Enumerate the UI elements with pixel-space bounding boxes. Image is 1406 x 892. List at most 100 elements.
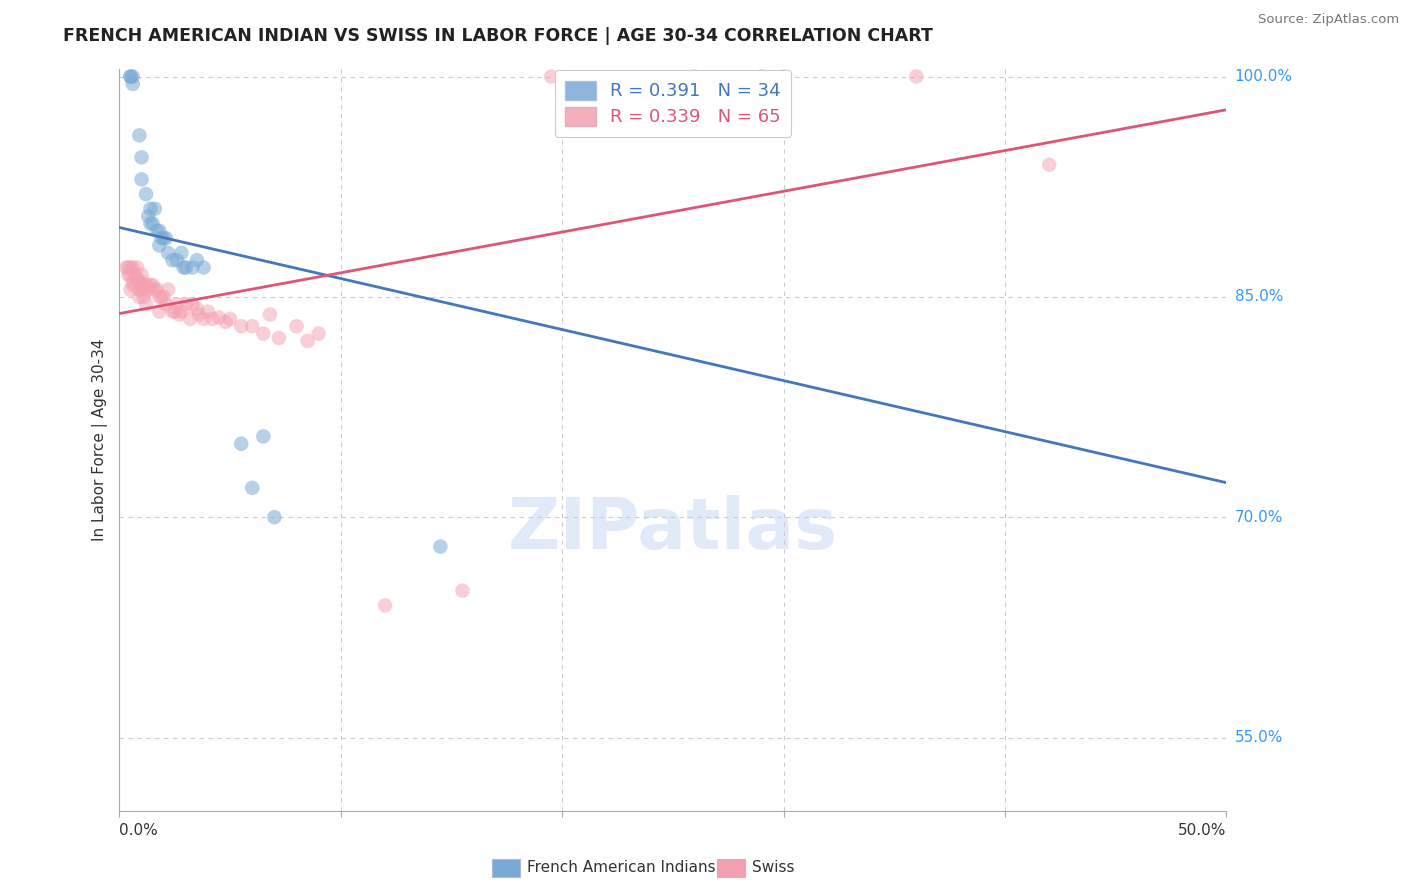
Point bbox=[131, 278, 153, 293]
Point bbox=[751, 70, 773, 84]
Point bbox=[132, 275, 155, 289]
Point bbox=[267, 331, 290, 345]
Point bbox=[139, 278, 162, 293]
Point bbox=[259, 308, 281, 322]
Point bbox=[374, 599, 396, 613]
Point bbox=[186, 253, 208, 268]
Point bbox=[157, 245, 180, 260]
Point bbox=[115, 260, 138, 275]
Point bbox=[120, 70, 142, 84]
Point bbox=[155, 231, 177, 245]
Point bbox=[128, 128, 150, 143]
Point bbox=[131, 268, 153, 282]
Legend: R = 0.391   N = 34, R = 0.339   N = 65: R = 0.391 N = 34, R = 0.339 N = 65 bbox=[554, 70, 792, 136]
Point bbox=[148, 238, 170, 252]
Point bbox=[193, 260, 215, 275]
Point bbox=[150, 231, 173, 245]
Point bbox=[167, 308, 190, 322]
Point bbox=[135, 297, 157, 311]
Point bbox=[148, 224, 170, 238]
Point bbox=[121, 70, 143, 84]
Point bbox=[208, 310, 231, 325]
Point bbox=[117, 268, 139, 282]
Text: FRENCH AMERICAN INDIAN VS SWISS IN LABOR FORCE | AGE 30-34 CORRELATION CHART: FRENCH AMERICAN INDIAN VS SWISS IN LABOR… bbox=[63, 27, 934, 45]
Point bbox=[131, 172, 153, 186]
Point bbox=[252, 429, 274, 443]
Point bbox=[170, 304, 193, 318]
Point bbox=[146, 224, 169, 238]
Point bbox=[128, 275, 150, 289]
Point bbox=[155, 297, 177, 311]
Point bbox=[127, 260, 149, 275]
Point bbox=[152, 231, 174, 245]
Point bbox=[120, 260, 142, 275]
Text: French American Indians: French American Indians bbox=[527, 861, 716, 875]
Point bbox=[240, 481, 263, 495]
Point bbox=[124, 268, 146, 282]
Point bbox=[231, 319, 253, 334]
Point bbox=[263, 510, 285, 524]
Point bbox=[540, 70, 562, 84]
Point bbox=[148, 290, 170, 304]
Point bbox=[193, 312, 215, 326]
Point bbox=[120, 268, 142, 282]
Point bbox=[683, 70, 706, 84]
Point bbox=[201, 312, 224, 326]
Point bbox=[142, 278, 165, 293]
Point bbox=[120, 283, 142, 297]
Point bbox=[148, 304, 170, 318]
Point bbox=[297, 334, 319, 348]
Point bbox=[174, 260, 197, 275]
Point bbox=[163, 304, 186, 318]
Point bbox=[188, 308, 211, 322]
Point bbox=[166, 297, 188, 311]
Text: Source: ZipAtlas.com: Source: ZipAtlas.com bbox=[1258, 13, 1399, 27]
Point bbox=[157, 283, 180, 297]
Point bbox=[186, 301, 208, 316]
Point bbox=[162, 253, 184, 268]
Point bbox=[231, 437, 253, 451]
Point bbox=[142, 217, 165, 231]
Point bbox=[152, 290, 174, 304]
Y-axis label: In Labor Force | Age 30-34: In Labor Force | Age 30-34 bbox=[93, 339, 108, 541]
Point bbox=[215, 315, 238, 329]
Text: 50.0%: 50.0% bbox=[1178, 822, 1226, 838]
Point bbox=[135, 283, 157, 297]
Text: 85.0%: 85.0% bbox=[1234, 289, 1282, 304]
Point bbox=[121, 77, 143, 91]
Point bbox=[136, 209, 159, 223]
Point bbox=[162, 304, 184, 318]
Point bbox=[429, 540, 451, 554]
Point bbox=[135, 187, 157, 202]
Point bbox=[173, 260, 195, 275]
Point bbox=[252, 326, 274, 341]
Text: Swiss: Swiss bbox=[752, 861, 794, 875]
Point bbox=[136, 283, 159, 297]
Point bbox=[170, 245, 193, 260]
Point bbox=[132, 290, 155, 304]
Point bbox=[131, 283, 153, 297]
Text: 70.0%: 70.0% bbox=[1234, 509, 1282, 524]
Point bbox=[135, 278, 157, 293]
Point bbox=[174, 297, 197, 311]
Point bbox=[166, 253, 188, 268]
Text: 100.0%: 100.0% bbox=[1234, 69, 1292, 84]
Point bbox=[143, 202, 166, 216]
Point bbox=[128, 283, 150, 297]
Point bbox=[240, 319, 263, 334]
Point bbox=[181, 297, 204, 311]
Text: 55.0%: 55.0% bbox=[1234, 730, 1282, 745]
Point bbox=[128, 290, 150, 304]
Point bbox=[308, 326, 330, 341]
Point bbox=[146, 283, 169, 297]
Point bbox=[127, 272, 149, 286]
Point bbox=[772, 70, 794, 84]
Point bbox=[143, 283, 166, 297]
Point bbox=[139, 202, 162, 216]
Point bbox=[179, 312, 201, 326]
Point bbox=[139, 217, 162, 231]
Point bbox=[131, 150, 153, 164]
Point bbox=[181, 260, 204, 275]
Text: ZIPatlas: ZIPatlas bbox=[508, 494, 838, 564]
Point bbox=[197, 304, 219, 318]
